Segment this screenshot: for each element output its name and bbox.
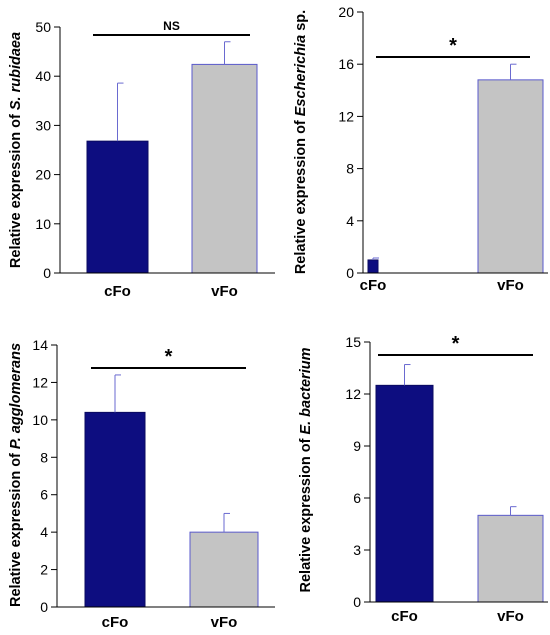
y-tick-label: 6 bbox=[353, 490, 361, 506]
y-tick-label: 40 bbox=[35, 68, 51, 84]
x-tick-label-vfo: vFo bbox=[497, 608, 524, 625]
panel-s-rubidaea: cFo vFo 0 10 20 30 40 50 NS Relative expression o… bbox=[8, 19, 275, 300]
significance-label: * bbox=[449, 35, 457, 57]
x-tick-label-cfo: cFo bbox=[360, 277, 387, 294]
panel-p-agglomerans: cFo vFo 0 2 4 6 8 10 12 14 * Relative expression of… bbox=[8, 337, 275, 631]
y-tick-label: 0 bbox=[43, 265, 51, 281]
y-tick-label: 0 bbox=[346, 265, 354, 281]
x-tick-label-vfo: vFo bbox=[211, 283, 238, 300]
y-tick-label: 12 bbox=[345, 386, 361, 402]
y-tick-label: 10 bbox=[35, 216, 51, 232]
bar-vfo bbox=[477, 79, 544, 274]
y-tick-label: 8 bbox=[40, 449, 48, 465]
panel-escherichia: cFo vFo 0 4 8 12 16 20 * Relative expression of E… bbox=[293, 4, 548, 294]
y-tick-label: 30 bbox=[35, 117, 51, 133]
y-tick-label: 14 bbox=[32, 337, 48, 353]
bar-vfo bbox=[477, 514, 544, 603]
y-tick-label: 20 bbox=[35, 167, 51, 183]
x-tick-label-vfo: vFo bbox=[497, 277, 524, 294]
x-tick-label-cfo: cFo bbox=[102, 614, 129, 631]
y-tick-label: 8 bbox=[346, 161, 354, 177]
y-tick-label: 20 bbox=[338, 4, 354, 20]
y-tick-label: 9 bbox=[353, 438, 361, 454]
y-tick-label: 16 bbox=[338, 56, 354, 72]
panel-e-bacterium: cFo vFo 0 3 6 9 12 15 * Relative expression of E.… bbox=[298, 333, 548, 625]
y-tick-label: 50 bbox=[35, 19, 51, 35]
y-tick-label: 15 bbox=[345, 334, 361, 350]
y-axis-title: Relative expression of S. rubidaea bbox=[8, 32, 24, 268]
y-axis-title: Relative expression of E. bacterium bbox=[298, 347, 314, 592]
bar-cfo bbox=[84, 411, 146, 608]
significance-label: * bbox=[165, 346, 173, 368]
bar-vfo bbox=[191, 63, 258, 274]
y-tick-label: 0 bbox=[353, 594, 361, 610]
significance-label: NS bbox=[163, 19, 180, 33]
x-tick-label-vfo: vFo bbox=[211, 614, 238, 631]
y-tick-label: 4 bbox=[40, 524, 48, 540]
x-tick-label-cfo: cFo bbox=[391, 608, 418, 625]
bar-vfo bbox=[189, 531, 259, 608]
y-tick-label: 2 bbox=[40, 562, 48, 578]
x-tick-label-cfo: cFo bbox=[104, 283, 131, 300]
bar-cfo bbox=[367, 259, 379, 274]
y-tick-label: 4 bbox=[346, 213, 354, 229]
y-tick-label: 12 bbox=[338, 108, 354, 124]
y-tick-label: 0 bbox=[40, 599, 48, 615]
bar-cfo bbox=[86, 140, 149, 274]
y-axis-title: Relative expression of P. agglomerans bbox=[8, 343, 24, 607]
y-axis-title: Relative expression of Escherichia sp. bbox=[293, 10, 309, 274]
significance-label: * bbox=[452, 333, 460, 355]
y-tick-label: 12 bbox=[32, 374, 48, 390]
y-tick-label: 10 bbox=[32, 412, 48, 428]
y-tick-label: 3 bbox=[353, 542, 361, 558]
bar-cfo bbox=[375, 384, 434, 603]
y-tick-label: 6 bbox=[40, 487, 48, 503]
